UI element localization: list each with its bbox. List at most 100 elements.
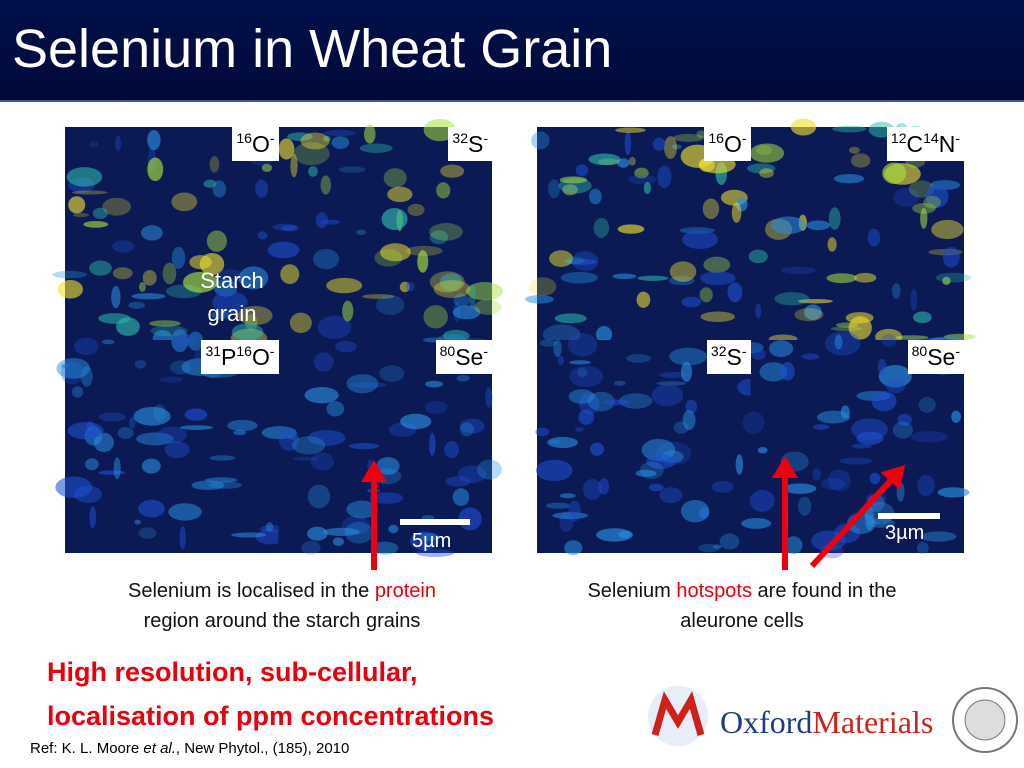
texture bbox=[364, 124, 376, 144]
texture bbox=[323, 527, 360, 536]
texture bbox=[113, 457, 121, 480]
texture bbox=[917, 541, 929, 555]
tile-label: 12C14N- bbox=[886, 127, 964, 161]
texture bbox=[204, 477, 238, 483]
texture bbox=[757, 446, 768, 454]
texture bbox=[179, 526, 186, 550]
texture bbox=[98, 470, 126, 475]
texture bbox=[60, 363, 70, 369]
texture bbox=[925, 184, 949, 208]
texture bbox=[308, 166, 318, 177]
texture bbox=[233, 429, 247, 436]
texture bbox=[624, 131, 632, 156]
texture bbox=[320, 175, 332, 195]
texture bbox=[589, 442, 605, 456]
texture bbox=[440, 164, 465, 178]
texture bbox=[682, 410, 696, 430]
texture bbox=[313, 352, 334, 372]
texture bbox=[564, 540, 583, 556]
texture bbox=[67, 422, 104, 440]
tile-label: 31P16O- bbox=[201, 340, 279, 374]
title: Selenium in Wheat Grain bbox=[12, 19, 613, 79]
texture bbox=[323, 129, 357, 137]
texture bbox=[531, 131, 550, 150]
texture bbox=[157, 426, 187, 444]
texture bbox=[539, 339, 557, 347]
tile-label: 32S- bbox=[448, 127, 492, 161]
texture bbox=[589, 188, 602, 205]
texture bbox=[313, 248, 340, 270]
texture bbox=[89, 141, 99, 147]
texture bbox=[711, 480, 734, 493]
texture bbox=[617, 224, 645, 234]
texture bbox=[755, 303, 762, 319]
texture bbox=[698, 158, 715, 172]
texture bbox=[912, 202, 936, 214]
texture bbox=[80, 366, 93, 387]
texture bbox=[910, 288, 918, 312]
texture bbox=[267, 241, 300, 259]
texture bbox=[735, 454, 744, 475]
texture bbox=[129, 416, 136, 429]
texture bbox=[259, 525, 284, 533]
texture bbox=[55, 476, 93, 499]
texture bbox=[278, 138, 295, 160]
ref-italic: et al. bbox=[143, 740, 176, 757]
texture bbox=[375, 295, 405, 315]
logo-oxford: Oxford bbox=[720, 704, 813, 740]
texture bbox=[619, 393, 653, 409]
texture bbox=[291, 436, 326, 455]
texture bbox=[231, 323, 264, 341]
texture bbox=[748, 249, 768, 264]
texture bbox=[713, 544, 722, 549]
label-sup: - bbox=[269, 343, 275, 359]
texture bbox=[379, 365, 405, 382]
texture bbox=[212, 180, 227, 198]
texture bbox=[300, 132, 330, 150]
texture bbox=[420, 533, 440, 542]
texture bbox=[768, 340, 794, 358]
texture bbox=[245, 314, 258, 332]
texture bbox=[669, 261, 697, 282]
texture bbox=[886, 379, 906, 394]
texture bbox=[774, 292, 810, 306]
texture bbox=[457, 465, 487, 483]
texture bbox=[380, 243, 411, 262]
texture bbox=[942, 246, 960, 268]
texture bbox=[102, 197, 131, 216]
texture bbox=[542, 324, 581, 345]
texture bbox=[98, 412, 126, 422]
micrograph bbox=[278, 127, 492, 340]
texture bbox=[669, 347, 708, 366]
label-base: Se bbox=[927, 344, 956, 370]
texture bbox=[289, 312, 312, 334]
texture bbox=[698, 543, 720, 553]
texture bbox=[359, 143, 393, 153]
texture bbox=[280, 264, 300, 285]
texture bbox=[867, 518, 896, 528]
texture bbox=[227, 419, 258, 432]
texture bbox=[784, 536, 803, 555]
caption-highlight: protein bbox=[374, 580, 436, 602]
texture bbox=[153, 404, 166, 421]
texture bbox=[255, 529, 285, 545]
texture bbox=[184, 408, 208, 421]
texture bbox=[680, 499, 710, 523]
arrow-head bbox=[772, 456, 798, 478]
texture bbox=[356, 229, 367, 235]
texture bbox=[578, 392, 600, 415]
texture bbox=[387, 186, 413, 203]
texture bbox=[780, 266, 816, 275]
texture bbox=[553, 339, 562, 358]
texture bbox=[466, 282, 503, 301]
texture bbox=[603, 399, 630, 406]
texture bbox=[703, 256, 731, 273]
texture bbox=[575, 164, 589, 177]
texture bbox=[89, 260, 112, 276]
texture bbox=[315, 212, 329, 229]
texture bbox=[910, 431, 948, 443]
texture bbox=[618, 531, 632, 539]
texture bbox=[238, 266, 269, 290]
texture bbox=[278, 427, 299, 452]
texture bbox=[72, 190, 108, 195]
